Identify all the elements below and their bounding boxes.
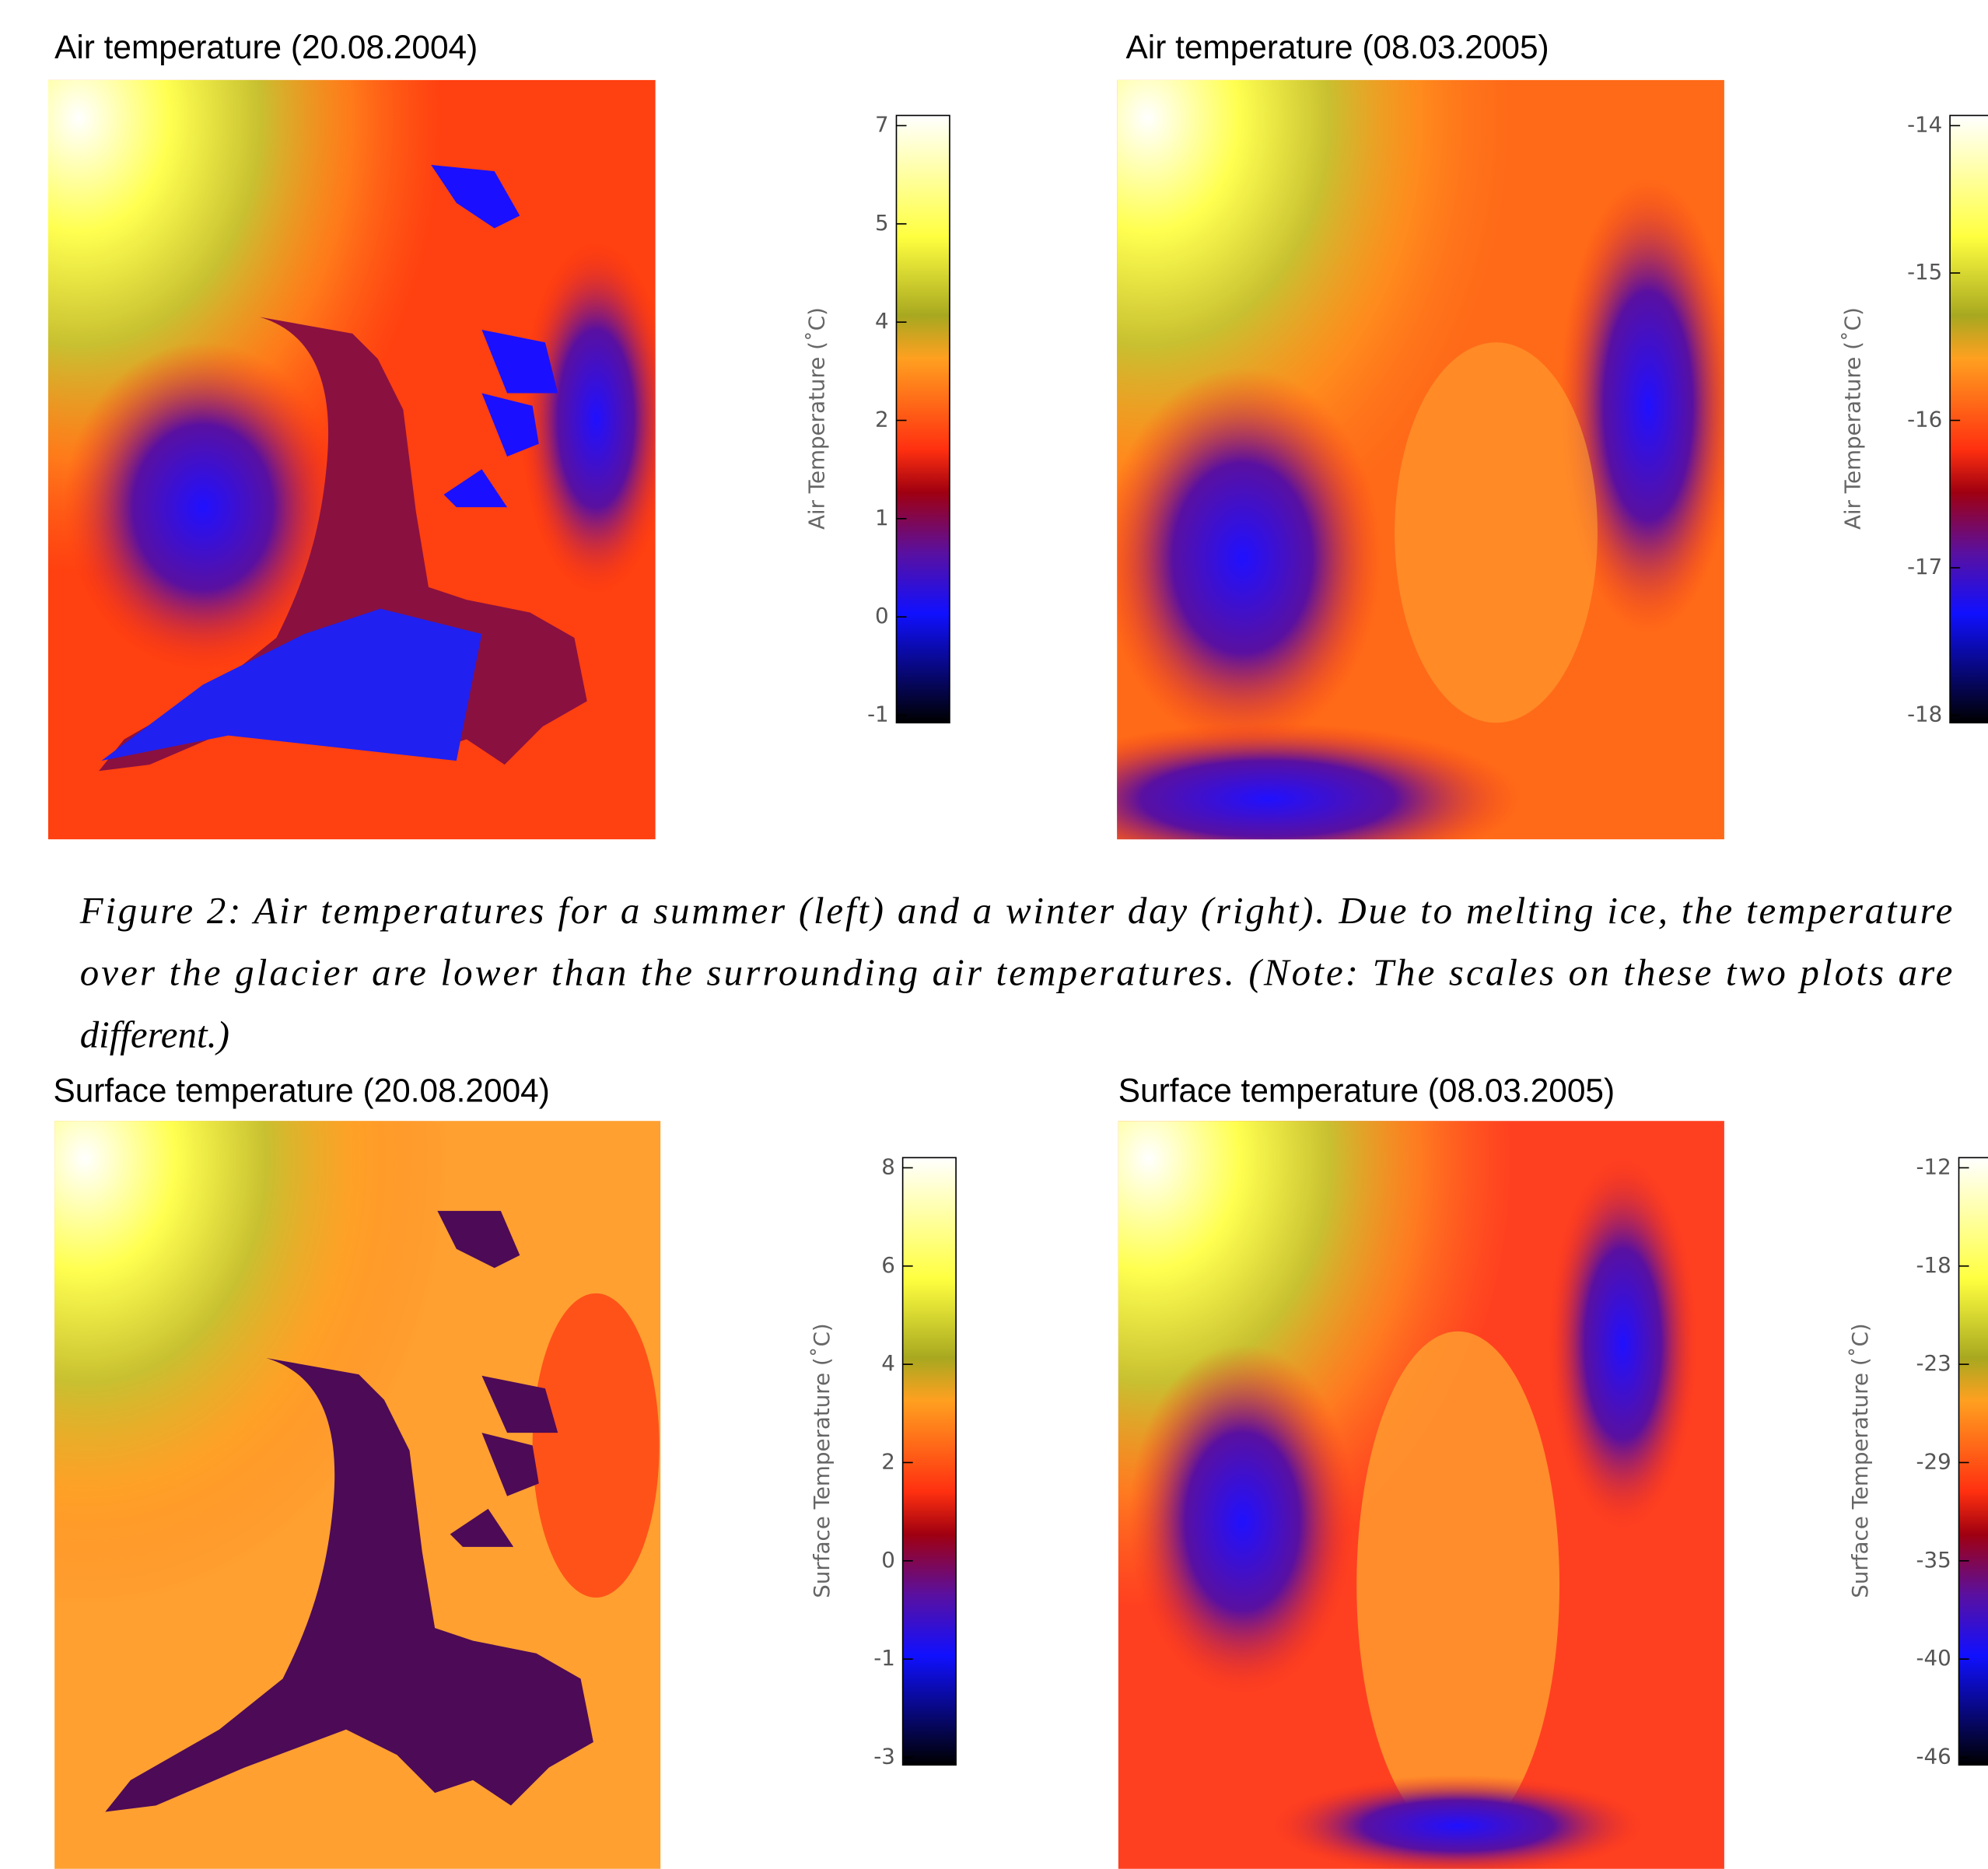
panel-title: Surface temperature (08.03.2005) [1118, 1073, 1615, 1109]
colorbar-tick-label: -46 [1916, 1743, 1951, 1769]
colorbar-tick-label: 8 [881, 1153, 895, 1179]
colorbar-label: Surface Temperature (˚C) [1847, 1323, 1873, 1598]
colorbar-tick-label: -40 [1916, 1645, 1951, 1671]
colorbar-label: Surface Temperature (˚C) [809, 1323, 835, 1598]
colorbar-tick-label: 7 [875, 111, 889, 137]
colorbar [901, 1157, 957, 1766]
caption-line: over the glacier are lower than the surr… [80, 951, 1953, 994]
panel-title: Air temperature (20.08.2004) [54, 29, 478, 65]
colorbar-tick-label: -12 [1916, 1153, 1951, 1179]
colorbar [1949, 114, 1988, 724]
colorbar-tick-label: -29 [1916, 1448, 1951, 1474]
air-winter-map [1117, 79, 1724, 840]
caption-line: different.) [80, 1013, 229, 1056]
colorbar-tick-label: -18 [1907, 701, 1942, 726]
colorbar [895, 114, 950, 724]
panel-title: Air temperature (08.03.2005) [1126, 29, 1549, 65]
colorbar-tick-label: -35 [1916, 1547, 1951, 1573]
surface-winter-map [1118, 1121, 1724, 1869]
colorbar-tick-label: 2 [881, 1448, 895, 1474]
colorbar-tick-label: -3 [873, 1743, 895, 1769]
colorbar [1958, 1157, 1988, 1766]
colorbar-tick-label: 6 [881, 1252, 895, 1278]
air-summer-map [47, 79, 656, 840]
colorbar-tick-label: 2 [875, 406, 889, 432]
colorbar-tick-label: -1 [867, 701, 889, 726]
panel-title: Surface temperature (20.08.2004) [53, 1073, 549, 1109]
colorbar-tick-label: -23 [1916, 1350, 1951, 1376]
colorbar-tick-label: 4 [881, 1350, 895, 1376]
colorbar-tick-label: -16 [1907, 406, 1942, 432]
colorbar-tick-label: -15 [1907, 259, 1942, 285]
colorbar-tick-label: 0 [875, 603, 889, 628]
colorbar-tick-label: -17 [1907, 554, 1942, 579]
colorbar-tick-label: 1 [875, 505, 889, 530]
colorbar-tick-label: 5 [875, 210, 889, 236]
colorbar-tick-label: 4 [875, 308, 889, 334]
surface-summer-map [54, 1121, 661, 1869]
colorbar-tick-label: -1 [873, 1645, 895, 1671]
colorbar-tick-label: -18 [1916, 1252, 1951, 1278]
colorbar-tick-label: 0 [881, 1547, 895, 1573]
colorbar-label: Air Temperature (˚C) [804, 307, 830, 530]
colorbar-label: Air Temperature (˚C) [1839, 307, 1865, 530]
caption-line: Figure 2: Air temperatures for a summer … [79, 889, 1953, 932]
colorbar-tick-label: -14 [1907, 111, 1942, 137]
